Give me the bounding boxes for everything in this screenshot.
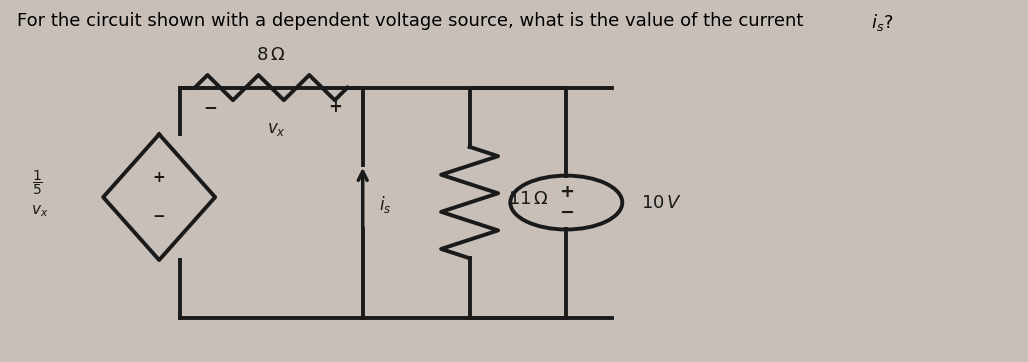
- Text: +: +: [328, 98, 342, 116]
- Text: $i_s$: $i_s$: [379, 194, 392, 215]
- Text: −: −: [153, 210, 166, 224]
- Text: $8\,\Omega$: $8\,\Omega$: [256, 46, 286, 64]
- Text: $10\,V$: $10\,V$: [640, 194, 682, 211]
- Text: $v_x$: $v_x$: [267, 120, 286, 138]
- Text: $11\,\Omega$: $11\,\Omega$: [508, 190, 549, 208]
- Text: +: +: [153, 170, 166, 185]
- Text: $\dfrac{1}{5}$: $\dfrac{1}{5}$: [32, 169, 42, 197]
- Text: −: −: [559, 203, 574, 222]
- Text: $\mathit{i_s}$?: $\mathit{i_s}$?: [871, 12, 893, 33]
- Text: −: −: [204, 98, 217, 116]
- Text: For the circuit shown with a dependent voltage source, what is the value of the : For the circuit shown with a dependent v…: [16, 12, 809, 30]
- Text: $v_x$: $v_x$: [32, 204, 48, 219]
- Text: +: +: [559, 184, 574, 202]
